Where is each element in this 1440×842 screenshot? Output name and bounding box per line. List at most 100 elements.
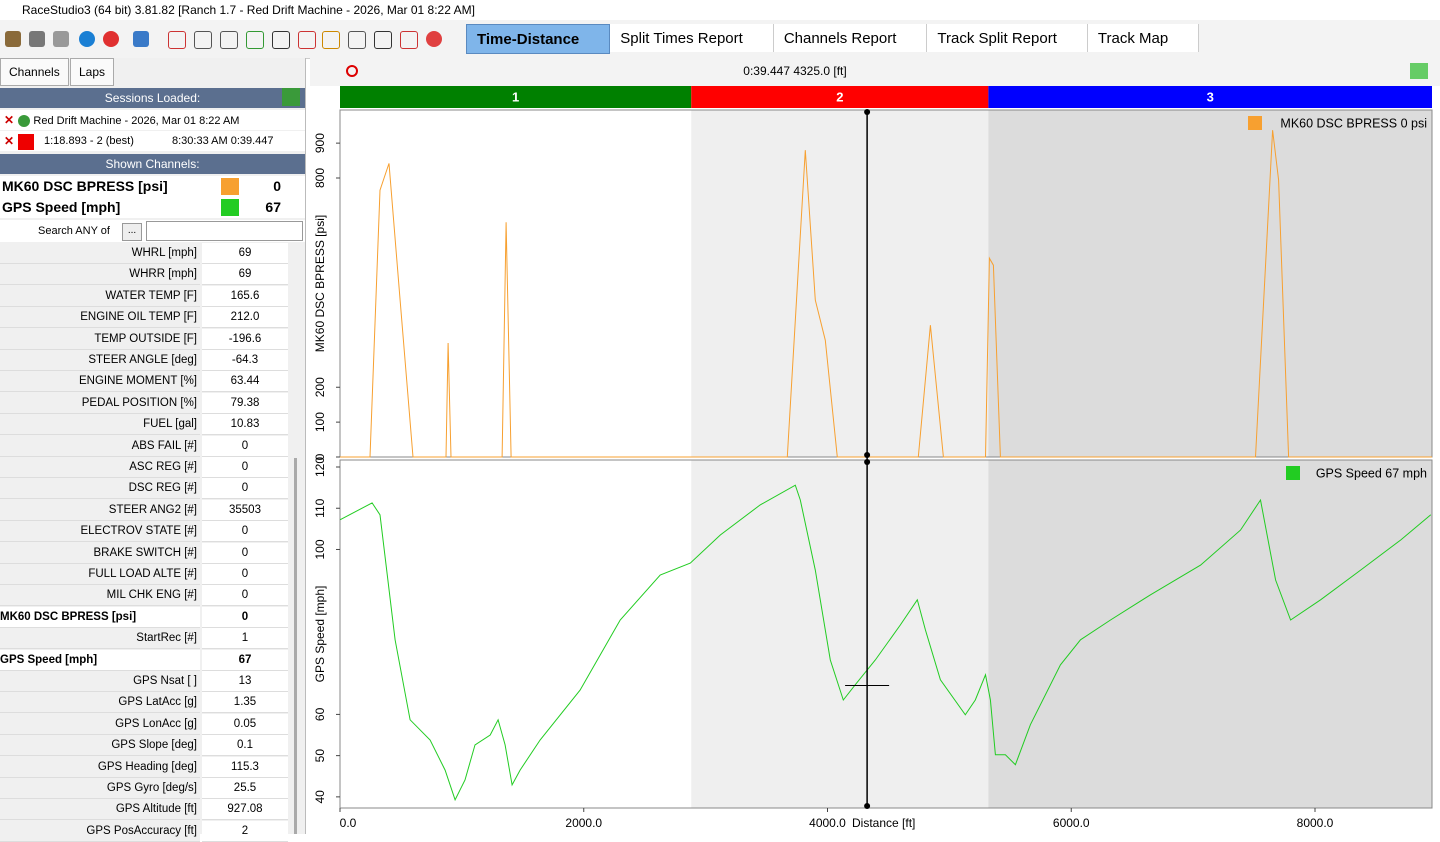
y-tick-label: 110	[313, 498, 327, 517]
tab[interactable]: Track Map	[1087, 24, 1200, 52]
cursor-dot	[864, 459, 871, 465]
channel-label: GPS Gyro [deg/s]	[0, 778, 200, 799]
cursor-dot	[864, 803, 871, 809]
cursor-dot	[864, 109, 871, 115]
channel-row: MIL CHK ENG [#] 0	[0, 585, 288, 607]
search-label: Search ANY of	[38, 225, 110, 237]
icon[interactable]	[103, 31, 119, 47]
channel-label: FUEL [gal]	[0, 414, 200, 436]
icon[interactable]	[133, 31, 149, 47]
channel-row: DSC REG [#] 0	[0, 478, 288, 500]
channel-row: WHRL [mph] 69	[0, 243, 288, 264]
layout-icon[interactable]	[1410, 63, 1428, 79]
cursor-dot	[864, 452, 871, 458]
channel-value: 67	[202, 649, 288, 671]
y-tick-label: 100	[313, 412, 327, 432]
channel-value: 0	[202, 564, 288, 585]
search-input[interactable]	[146, 221, 303, 241]
channel-row: TEMP OUTSIDE [F] -196.6	[0, 328, 288, 350]
lap-row: ✕ 1:18.893 - 2 (best) 8:30:33 AM 0:39.44…	[0, 131, 305, 151]
x-tick-label: 2000.0	[565, 816, 602, 830]
channel-row: GPS Gyro [deg/s] 25.5	[0, 778, 288, 799]
icon[interactable]	[400, 31, 418, 49]
x-tick-label: 8000.0	[1297, 816, 1334, 830]
x-axis-title: Distance [ft]	[852, 816, 915, 830]
sector-shade	[340, 110, 692, 457]
icon[interactable]	[298, 31, 316, 49]
icon[interactable]	[168, 31, 186, 49]
record-icon[interactable]	[346, 65, 358, 77]
icon[interactable]	[322, 31, 340, 49]
channel-value: 63.44	[202, 371, 288, 393]
channel-label: WHRL [mph]	[0, 243, 200, 264]
sector-bar	[340, 86, 692, 108]
channel-value: 1	[202, 628, 288, 650]
session-row: ✕ Red Drift Machine - 2026, Mar 01 8:22 …	[0, 110, 305, 130]
channel-label: GPS PosAccuracy [ft]	[0, 820, 200, 842]
channel-label: BRAKE SWITCH [#]	[0, 542, 200, 564]
scrollbar[interactable]	[294, 458, 297, 834]
y-tick-label: 0	[313, 453, 327, 460]
x-tick-label: 6000.0	[1053, 816, 1090, 830]
tab[interactable]: Track Split Report	[927, 24, 1088, 52]
icon[interactable]	[348, 31, 366, 49]
channel-value: 79.38	[202, 392, 288, 414]
channel-label: GPS Speed [mph]	[0, 649, 200, 671]
legend-label: MK60 DSC BPRESS 0 psi	[1280, 116, 1427, 130]
channel-value: 212.0	[202, 307, 288, 329]
channel-row: GPS Nsat [ ] 13	[0, 671, 288, 692]
icon[interactable]	[53, 31, 69, 47]
channel-value: 0	[202, 435, 288, 457]
shown-header: Shown Channels:	[0, 154, 305, 174]
sector-shade	[691, 110, 989, 457]
channel-color	[221, 178, 239, 195]
channel-value: -64.3	[202, 350, 288, 371]
icon[interactable]	[426, 31, 442, 47]
channel-value: 927.08	[202, 799, 288, 821]
sector-shade	[988, 110, 1432, 457]
tab[interactable]: Time-Distance	[466, 24, 611, 54]
window-title: RaceStudio3 (64 bit) 3.81.82 [Ranch 1.7 …	[0, 0, 1440, 20]
icon[interactable]	[220, 31, 238, 49]
info-icon	[18, 114, 31, 127]
close-icon[interactable]: ✕	[4, 134, 15, 148]
close-icon[interactable]: ✕	[4, 113, 15, 127]
channel-value: 67	[265, 199, 281, 215]
channel-value: 0	[202, 457, 288, 478]
channel-label: GPS LonAcc [g]	[0, 713, 200, 735]
data-line	[339, 484, 1432, 802]
channel-label: ABS FAIL [#]	[0, 435, 200, 457]
channels-button[interactable]: Channels	[0, 58, 69, 86]
icon[interactable]	[374, 31, 392, 49]
channel-row: WHRR [mph] 69	[0, 264, 288, 286]
y-axis-title: MK60 DSC BPRESS [psi]	[313, 215, 327, 352]
icon[interactable]	[246, 31, 264, 49]
sector-label: 2	[836, 89, 843, 104]
y-tick-label: 200	[313, 377, 327, 397]
channel-row: ENGINE MOMENT [%] 63.44	[0, 371, 288, 393]
channel-value: 0	[202, 606, 288, 628]
channel-value: 2	[202, 820, 288, 842]
channel-label: StartRec [#]	[0, 628, 200, 650]
icon[interactable]	[5, 31, 21, 47]
add-button[interactable]	[282, 88, 300, 106]
search-button[interactable]: ...	[122, 223, 142, 241]
laps-button[interactable]: Laps	[70, 58, 115, 86]
channel-label: DSC REG [#]	[0, 478, 200, 500]
icon[interactable]	[79, 31, 95, 47]
x-tick-label: 4000.0	[809, 816, 846, 830]
channel-row: FULL LOAD ALTE [#] 0	[0, 564, 288, 585]
left-panel: Channels Laps Sessions Loaded: ✕ Red Dri…	[0, 58, 306, 842]
channel-row: GPS Speed [mph] 67	[0, 649, 288, 671]
data-line	[340, 130, 1432, 458]
channel-label: ENGINE MOMENT [%]	[0, 371, 200, 393]
tab[interactable]: Channels Report	[773, 24, 928, 52]
icon[interactable]	[194, 31, 212, 49]
channel-value: 69	[202, 243, 288, 264]
channel-value: 10.83	[202, 414, 288, 436]
tab[interactable]: Split Times Report	[610, 24, 774, 52]
channel-label: WHRR [mph]	[0, 264, 200, 286]
icon[interactable]	[272, 31, 290, 49]
channel-row: ASC REG [#] 0	[0, 457, 288, 478]
icon[interactable]	[29, 31, 45, 47]
